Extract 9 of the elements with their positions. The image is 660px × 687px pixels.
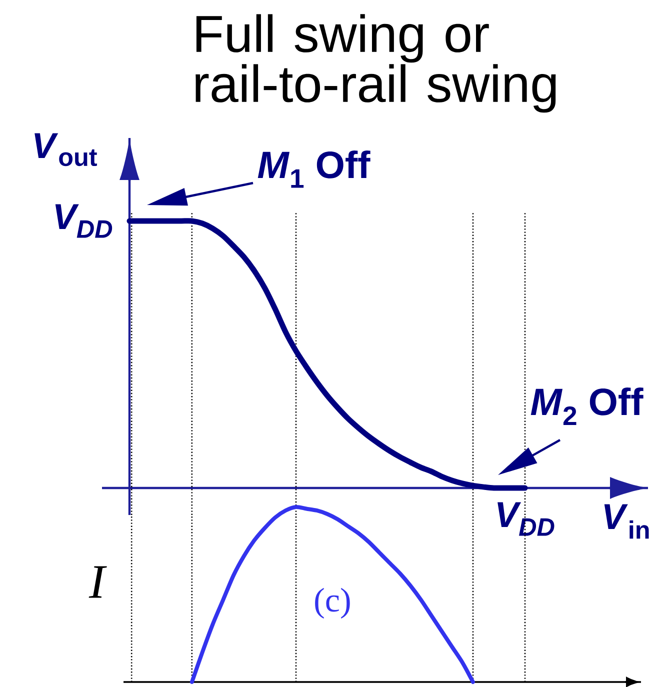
y-axis-title: I [88,566,107,598]
x-axis-title: V$_{in}$ [604,504,649,539]
annotation: V$_{DD}$ [498,502,554,536]
y-axis-title: V$_{out}$ [34,133,98,166]
text: V$_{DD}$ [55,204,112,238]
text: M$_{2}$ Off [530,387,644,425]
chart-title: Full swing or rail-to-rail swing [196,14,556,113]
annotation: (c) [315,588,350,619]
text: M$_{1}$ Off [258,150,370,188]
